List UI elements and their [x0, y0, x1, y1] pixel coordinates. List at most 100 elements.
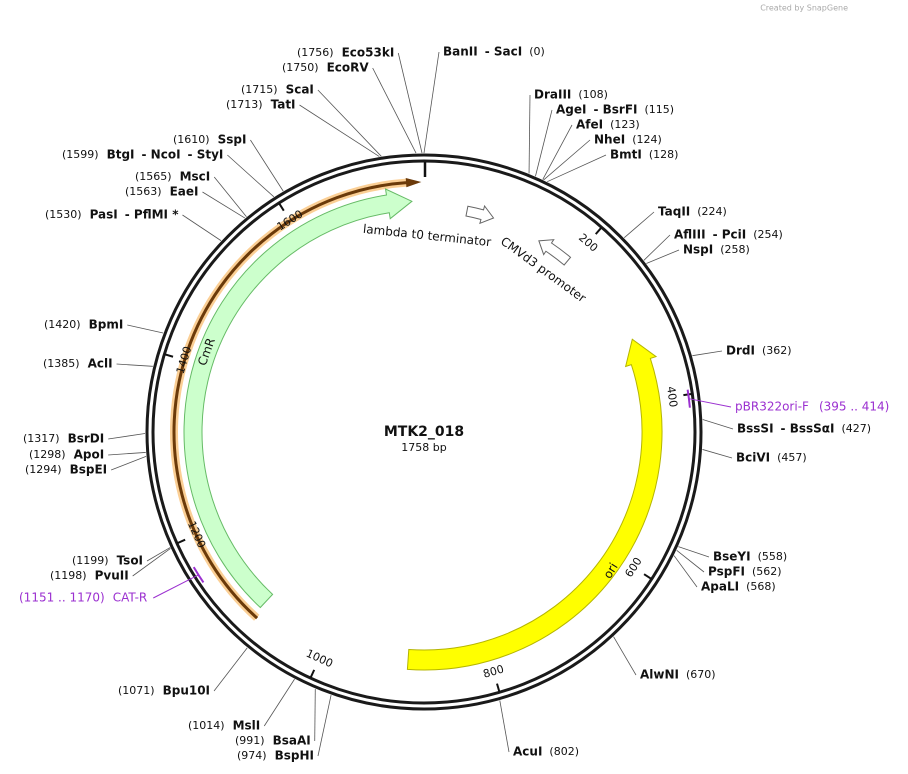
tick-label: 1000: [304, 647, 335, 671]
site-position: (1294): [25, 463, 62, 476]
site-name: DrdI: [726, 344, 755, 358]
leader-line: [110, 456, 147, 471]
tick-mark: [309, 669, 316, 679]
site-position: (1713): [226, 98, 263, 111]
site-position: (123): [610, 118, 640, 131]
tick-label: 400: [664, 385, 680, 408]
leader-line: [250, 139, 284, 192]
site-name: ApaLI: [701, 580, 739, 594]
leader-line: [673, 555, 698, 588]
site-position: (362): [762, 344, 792, 357]
backbone-inner: [151, 159, 697, 705]
site-name: BsaAI: [273, 734, 311, 748]
site-position: (974): [237, 749, 267, 762]
site-position: (254): [753, 228, 783, 241]
site-position: (224): [697, 205, 727, 218]
site-name: NheI: [594, 133, 625, 147]
primer-label: (395 .. 414): [819, 400, 889, 414]
leader-line: [542, 124, 573, 180]
leader-line: [613, 636, 637, 676]
leader-line: [692, 350, 723, 357]
site-position: (1750): [282, 61, 319, 74]
site-position: (1014): [188, 719, 225, 732]
leader-line: [213, 176, 247, 218]
site-position: (1420): [44, 318, 81, 331]
leader-line: [676, 549, 705, 573]
site-name: ScaI: [286, 83, 314, 97]
leader-line: [397, 52, 423, 154]
site-position: (427): [842, 422, 872, 435]
leader-line: [263, 678, 295, 727]
site-position: (558): [758, 550, 788, 563]
site-position: (1563): [125, 185, 162, 198]
plasmid-name: MTK2_018: [384, 424, 464, 440]
leader-line: [108, 433, 146, 440]
site-name: SspI: [218, 133, 247, 147]
site-name: ApoI: [74, 448, 105, 462]
site-name: BseYI: [713, 550, 751, 564]
site-name: MslI: [233, 719, 261, 733]
site-position: (1756): [297, 46, 334, 59]
site-position: (1565): [135, 170, 172, 183]
feature-arrow: [183, 188, 413, 609]
plasmid-length: 1758 bp: [401, 441, 446, 454]
site-name: BmtI: [610, 148, 642, 162]
site-position: (108): [578, 88, 608, 101]
site-name: PspFI: [708, 565, 745, 579]
tick-mark: [643, 573, 653, 580]
site-name: EcoRV: [327, 61, 370, 75]
site-name: TaqII: [658, 205, 690, 219]
site-name: BanII: [443, 45, 478, 59]
site-name: BssSI: [737, 422, 774, 436]
site-position: (1530): [45, 208, 82, 221]
leader-line: [299, 104, 380, 157]
site-name: BciVI: [736, 451, 770, 465]
tick-mark: [278, 202, 285, 212]
site-name: - SacI: [485, 45, 522, 59]
site-position: (115): [645, 103, 675, 116]
leader-line: [646, 249, 680, 264]
leader-line: [678, 546, 710, 558]
leader-line: [528, 94, 531, 174]
primer-leader: [688, 398, 732, 408]
leader-line: [623, 211, 655, 239]
leader-line: [702, 449, 733, 459]
site-name: - PflMI *: [125, 208, 179, 222]
site-name: EaeI: [170, 185, 199, 199]
site-position: (457): [777, 451, 807, 464]
site-name: DraIII: [534, 88, 571, 102]
site-name: TsoI: [117, 554, 143, 568]
leader-line: [543, 139, 591, 181]
site-position: (128): [649, 148, 679, 161]
leader-line: [146, 547, 171, 562]
site-name: BpmI: [89, 318, 124, 332]
site-position: (1198): [50, 569, 87, 582]
site-position: (1610): [173, 133, 210, 146]
tick-mark: [594, 226, 603, 235]
tick-label: 1400: [174, 345, 194, 376]
feature-arrow: [406, 338, 663, 671]
site-position: (1599): [62, 148, 99, 161]
leader-line: [499, 700, 510, 753]
site-position: (562): [752, 565, 782, 578]
site-name: MscI: [180, 170, 211, 184]
credit: Created by SnapGene: [760, 4, 848, 13]
leader-line: [108, 452, 146, 456]
site-name: BspHI: [275, 749, 314, 763]
feature-arrow: [538, 239, 572, 266]
tick-label: 800: [482, 662, 506, 680]
leader-line: [182, 214, 222, 241]
leader-line: [643, 234, 671, 261]
site-name: BsrDI: [68, 432, 105, 446]
leader-line: [372, 67, 417, 154]
site-name: - BsrFI: [593, 103, 637, 117]
site-name: AlwNI: [640, 668, 679, 682]
site-name: PasI: [90, 208, 118, 222]
leader-line: [127, 324, 164, 334]
site-position: (1199): [72, 554, 109, 567]
site-name: Eco53kI: [342, 46, 395, 60]
site-position: (670): [686, 668, 716, 681]
primer-label: (1151 .. 1170): [19, 591, 105, 605]
site-position: (1317): [23, 432, 60, 445]
